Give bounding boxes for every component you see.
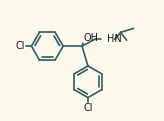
Text: HN: HN (107, 34, 122, 44)
Text: Cl: Cl (83, 102, 93, 113)
Text: OH: OH (84, 33, 99, 43)
Text: Cl: Cl (16, 41, 25, 51)
